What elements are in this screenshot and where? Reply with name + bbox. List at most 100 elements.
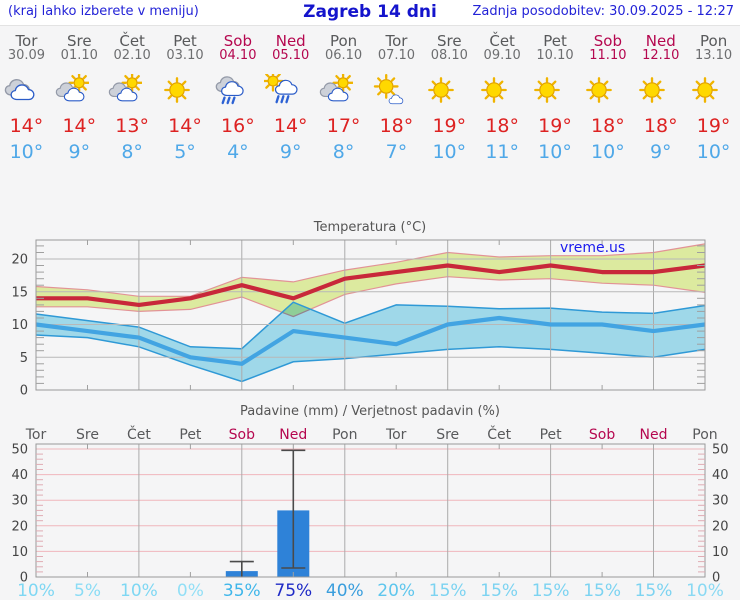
weather-icon-box: [211, 74, 264, 108]
day-date: 10.10: [536, 48, 574, 63]
precip-probability: 10%: [17, 581, 55, 600]
day-date: 02.10: [113, 48, 151, 63]
min-temp-line: [35, 315, 706, 366]
weather-icon-box: [687, 74, 740, 108]
sun-cloud-icon: [108, 74, 142, 102]
sunny-icon: [586, 77, 613, 103]
day-name: Sob: [593, 32, 622, 50]
day-date: 07.10: [377, 48, 416, 63]
day-column: Čet 02.10 13° 8°: [106, 26, 159, 206]
max-temp-band: [36, 243, 705, 317]
day-name: Sob: [223, 32, 252, 50]
max-temp-line: [36, 263, 706, 308]
min-temp-value: 4°: [227, 141, 249, 163]
precip-probability: 35%: [223, 581, 261, 600]
rain-icon: [216, 76, 245, 105]
weather-icon-box: [423, 74, 476, 108]
min-temp-value: 9°: [649, 141, 672, 163]
day-date: 03.10: [166, 48, 204, 63]
sunny-icon: [533, 77, 560, 103]
day-column: Ned 12.10 18° 9°: [634, 26, 687, 206]
temp-y-tick-label: 15: [11, 285, 28, 300]
precip-y-tick-label-right: 40: [712, 468, 729, 483]
min-temp-value: 8°: [121, 141, 143, 163]
day-date: 05.10: [272, 48, 310, 63]
weather-icon-box: [106, 74, 159, 108]
day-name: Čet: [489, 32, 515, 50]
precip-probability: 15%: [532, 581, 570, 600]
max-temp-value: 18°: [643, 115, 678, 137]
precip-probability: 10%: [686, 581, 724, 600]
precip-probability: 20%: [377, 581, 415, 600]
day-column: Tor 30.09 14° 10°: [0, 26, 53, 206]
forecast-strip: Tor 30.09 14° 10° Sre 01.10 14° 9° Čet 02.10 13° 8°…: [0, 26, 740, 206]
min-temp-value: 10°: [696, 141, 731, 163]
location-hint: (kraj lahko izberete v meniju): [8, 4, 199, 19]
temp-y-tick-label: 20: [11, 253, 28, 268]
precip-y-tick-label-right: 50: [712, 443, 729, 458]
max-temp-value: 18°: [591, 115, 625, 137]
temp-y-tick-label: 5: [20, 351, 28, 366]
weather-icon-box: [159, 74, 212, 108]
max-temp-value: 14°: [168, 115, 202, 137]
max-temp-value: 14°: [273, 115, 308, 137]
weather-icon-box: [53, 74, 106, 108]
day-name: Ned: [645, 32, 676, 50]
day-column: Čet 09.10 18° 11°: [476, 26, 529, 206]
precip-chart-title: Padavine (mm) / Verjetnost padavin (%): [240, 404, 500, 419]
sun-cloud-icon: [319, 74, 354, 102]
precip-probability: 15%: [635, 581, 673, 600]
precip-day-label: Ned: [279, 427, 307, 443]
day-name: Sre: [437, 32, 462, 50]
weather-icon-box: [264, 74, 317, 108]
min-temp-value: 7°: [385, 141, 408, 163]
precip-probability: 0%: [177, 581, 204, 600]
precip-probability: 5%: [74, 581, 101, 600]
day-column: Sob 11.10 18° 10°: [581, 26, 634, 206]
max-temp-value: 19°: [538, 115, 572, 137]
day-date: 30.09: [7, 48, 46, 63]
weather-icon-box: [529, 74, 582, 108]
day-name: Pon: [329, 32, 358, 50]
precip-chart-svg: Padavine (mm) / Verjetnost padavin (%) To…: [11, 404, 729, 600]
temp-y-tick-label: 10: [11, 318, 28, 333]
day-name: Tor: [385, 32, 408, 50]
day-date: 04.10: [219, 48, 257, 63]
min-temp-value: 8°: [332, 141, 355, 163]
min-temp-value: 10°: [538, 141, 572, 163]
sunny-icon: [480, 77, 507, 103]
weather-icon-box: [370, 74, 423, 108]
sun-cloud-icon: [55, 74, 89, 102]
max-temp-value: 14°: [62, 115, 97, 137]
precip-day-label: Čet: [127, 425, 151, 443]
precip-probability: 15%: [480, 581, 518, 600]
watermark: vreme.us: [560, 240, 625, 256]
max-temp-value: 16°: [221, 115, 255, 137]
precip-y-tick-label-left: 0: [20, 571, 28, 586]
min-temp-value: 9°: [68, 141, 91, 163]
weather-icon-box: [317, 74, 370, 108]
day-name: Sre: [66, 32, 92, 50]
day-column: Sre 01.10 14° 9°: [53, 26, 106, 206]
temperature-chart-svg: Temperatura (°C) 0 5 10 15 20 vreme.us: [11, 220, 706, 399]
precip-probability: 15%: [583, 581, 621, 600]
min-temp-value: 10°: [9, 141, 44, 163]
sun-small-cloud-icon: [373, 74, 404, 105]
sunny-icon: [692, 77, 719, 103]
precip-y-tick-label-left: 10: [11, 545, 28, 560]
precip-y-tick-label-left: 40: [11, 468, 28, 483]
page-title: Zagreb 14 dni: [303, 2, 437, 22]
max-temp-value: 17°: [326, 115, 361, 137]
min-temp-value: 11°: [485, 141, 519, 163]
temp-chart-title: Temperatura (°C): [313, 220, 426, 235]
precip-day-label: Sre: [76, 427, 99, 443]
day-column: Pet 10.10 19° 10°: [529, 26, 582, 206]
precip-y-tick-label-right: 30: [712, 494, 729, 509]
min-temp-value: 10°: [591, 141, 625, 163]
day-column: Pon 06.10 17° 8°: [317, 26, 370, 206]
precip-day-label: Pon: [692, 427, 717, 443]
precip-day-label: Tor: [25, 427, 47, 443]
weather-icon-box: [476, 74, 529, 108]
temperature-chart: Temperatura (°C) 0 5 10 15 20 vreme.us: [0, 215, 740, 400]
